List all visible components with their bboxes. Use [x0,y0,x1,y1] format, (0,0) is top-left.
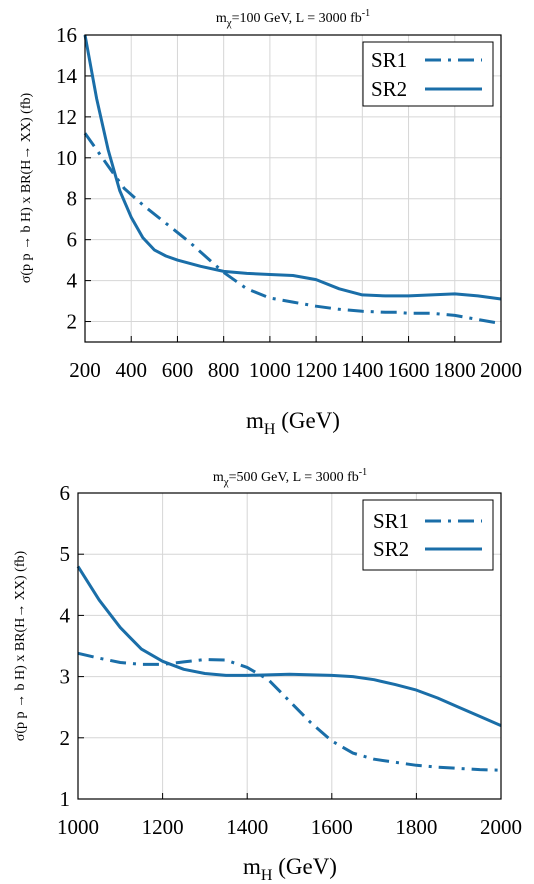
x-tick-label: 1000 [249,358,291,382]
legend: SR1 SR2 [362,41,494,107]
x-tick-label: 200 [69,358,101,382]
x-tick-label: 1200 [142,815,184,839]
legend-box [362,41,494,107]
x-tick-label: 1400 [226,815,268,839]
legend-label-sr2: SR2 [371,77,407,101]
chart-title: mχ=500 GeV, L = 3000 fb-1 [213,467,367,488]
legend-label-sr2: SR2 [373,537,409,561]
x-tick-label: 800 [208,358,240,382]
x-tick-label: 1000 [57,815,99,839]
y-tick-label: 4 [60,603,71,627]
y-axis-label: σ(p p → b H) x BR(H→ XX) (fb) [13,551,28,742]
grid-lines [78,493,501,799]
chart-title: mχ=100 GeV, L = 3000 fb-1 [216,8,370,29]
x-tick-label: 600 [162,358,194,382]
x-tick-label: 1600 [311,815,353,839]
data-series [83,34,502,326]
y-tick-label: 14 [56,64,78,88]
x-tick-label: 1600 [388,358,430,382]
plot-frame [84,34,502,343]
legend-label-sr1: SR1 [371,48,407,72]
y-tick-label: 6 [60,481,71,505]
y-tick-label: 5 [60,542,71,566]
series-line-sr1 [83,132,502,326]
x-axis-label: mH (GeV) [243,854,337,884]
y-tick-label: 2 [60,726,71,750]
y-tick-label: 3 [60,665,71,689]
y-tick-label: 1 [60,787,71,811]
y-tick-label: 16 [56,23,77,47]
x-tick-label: 1800 [395,815,437,839]
data-series [76,565,502,772]
x-tick-label: 2000 [480,358,522,382]
series-line-sr2 [76,565,502,727]
plot-frame [77,492,502,800]
tick-labels: 200 400 600 800 1000 1200 1400 1600 1800 2000 2 4 6 8… [56,23,522,382]
x-axis-label: mH (GeV) [246,408,340,438]
x-tick-label: 400 [115,358,147,382]
x-tick-label: 1400 [341,358,383,382]
legend: SR1 SR2 [362,499,494,571]
x-tick-label: 2000 [480,815,522,839]
y-axis-label: σ(p p → b H) x BR(H→ XX) (fb) [19,93,34,284]
chart-panel-2: 1000 1200 1400 1600 1800 2000 1 2 3 4 5 6 mχ=500 Ge… [13,467,522,884]
series-line-sr2 [83,34,502,301]
y-tick-label: 10 [56,146,77,170]
legend-label-sr1: SR1 [373,509,409,533]
y-tick-label: 8 [67,187,78,211]
x-tick-label: 1200 [295,358,337,382]
series-line-sr1 [77,651,502,772]
grid-lines [85,35,501,342]
tick-labels: 1000 1200 1400 1600 1800 2000 1 2 3 4 5 6 [57,481,522,839]
x-tick-label: 1800 [434,358,476,382]
y-tick-label: 6 [67,228,78,252]
legend-box [362,499,494,571]
y-tick-label: 2 [67,310,78,334]
chart-panel-1: 200 400 600 800 1000 1200 1400 1600 1800 2000 2 4 6 8… [19,8,522,438]
y-tick-label: 12 [56,105,77,129]
y-tick-label: 4 [67,269,78,293]
